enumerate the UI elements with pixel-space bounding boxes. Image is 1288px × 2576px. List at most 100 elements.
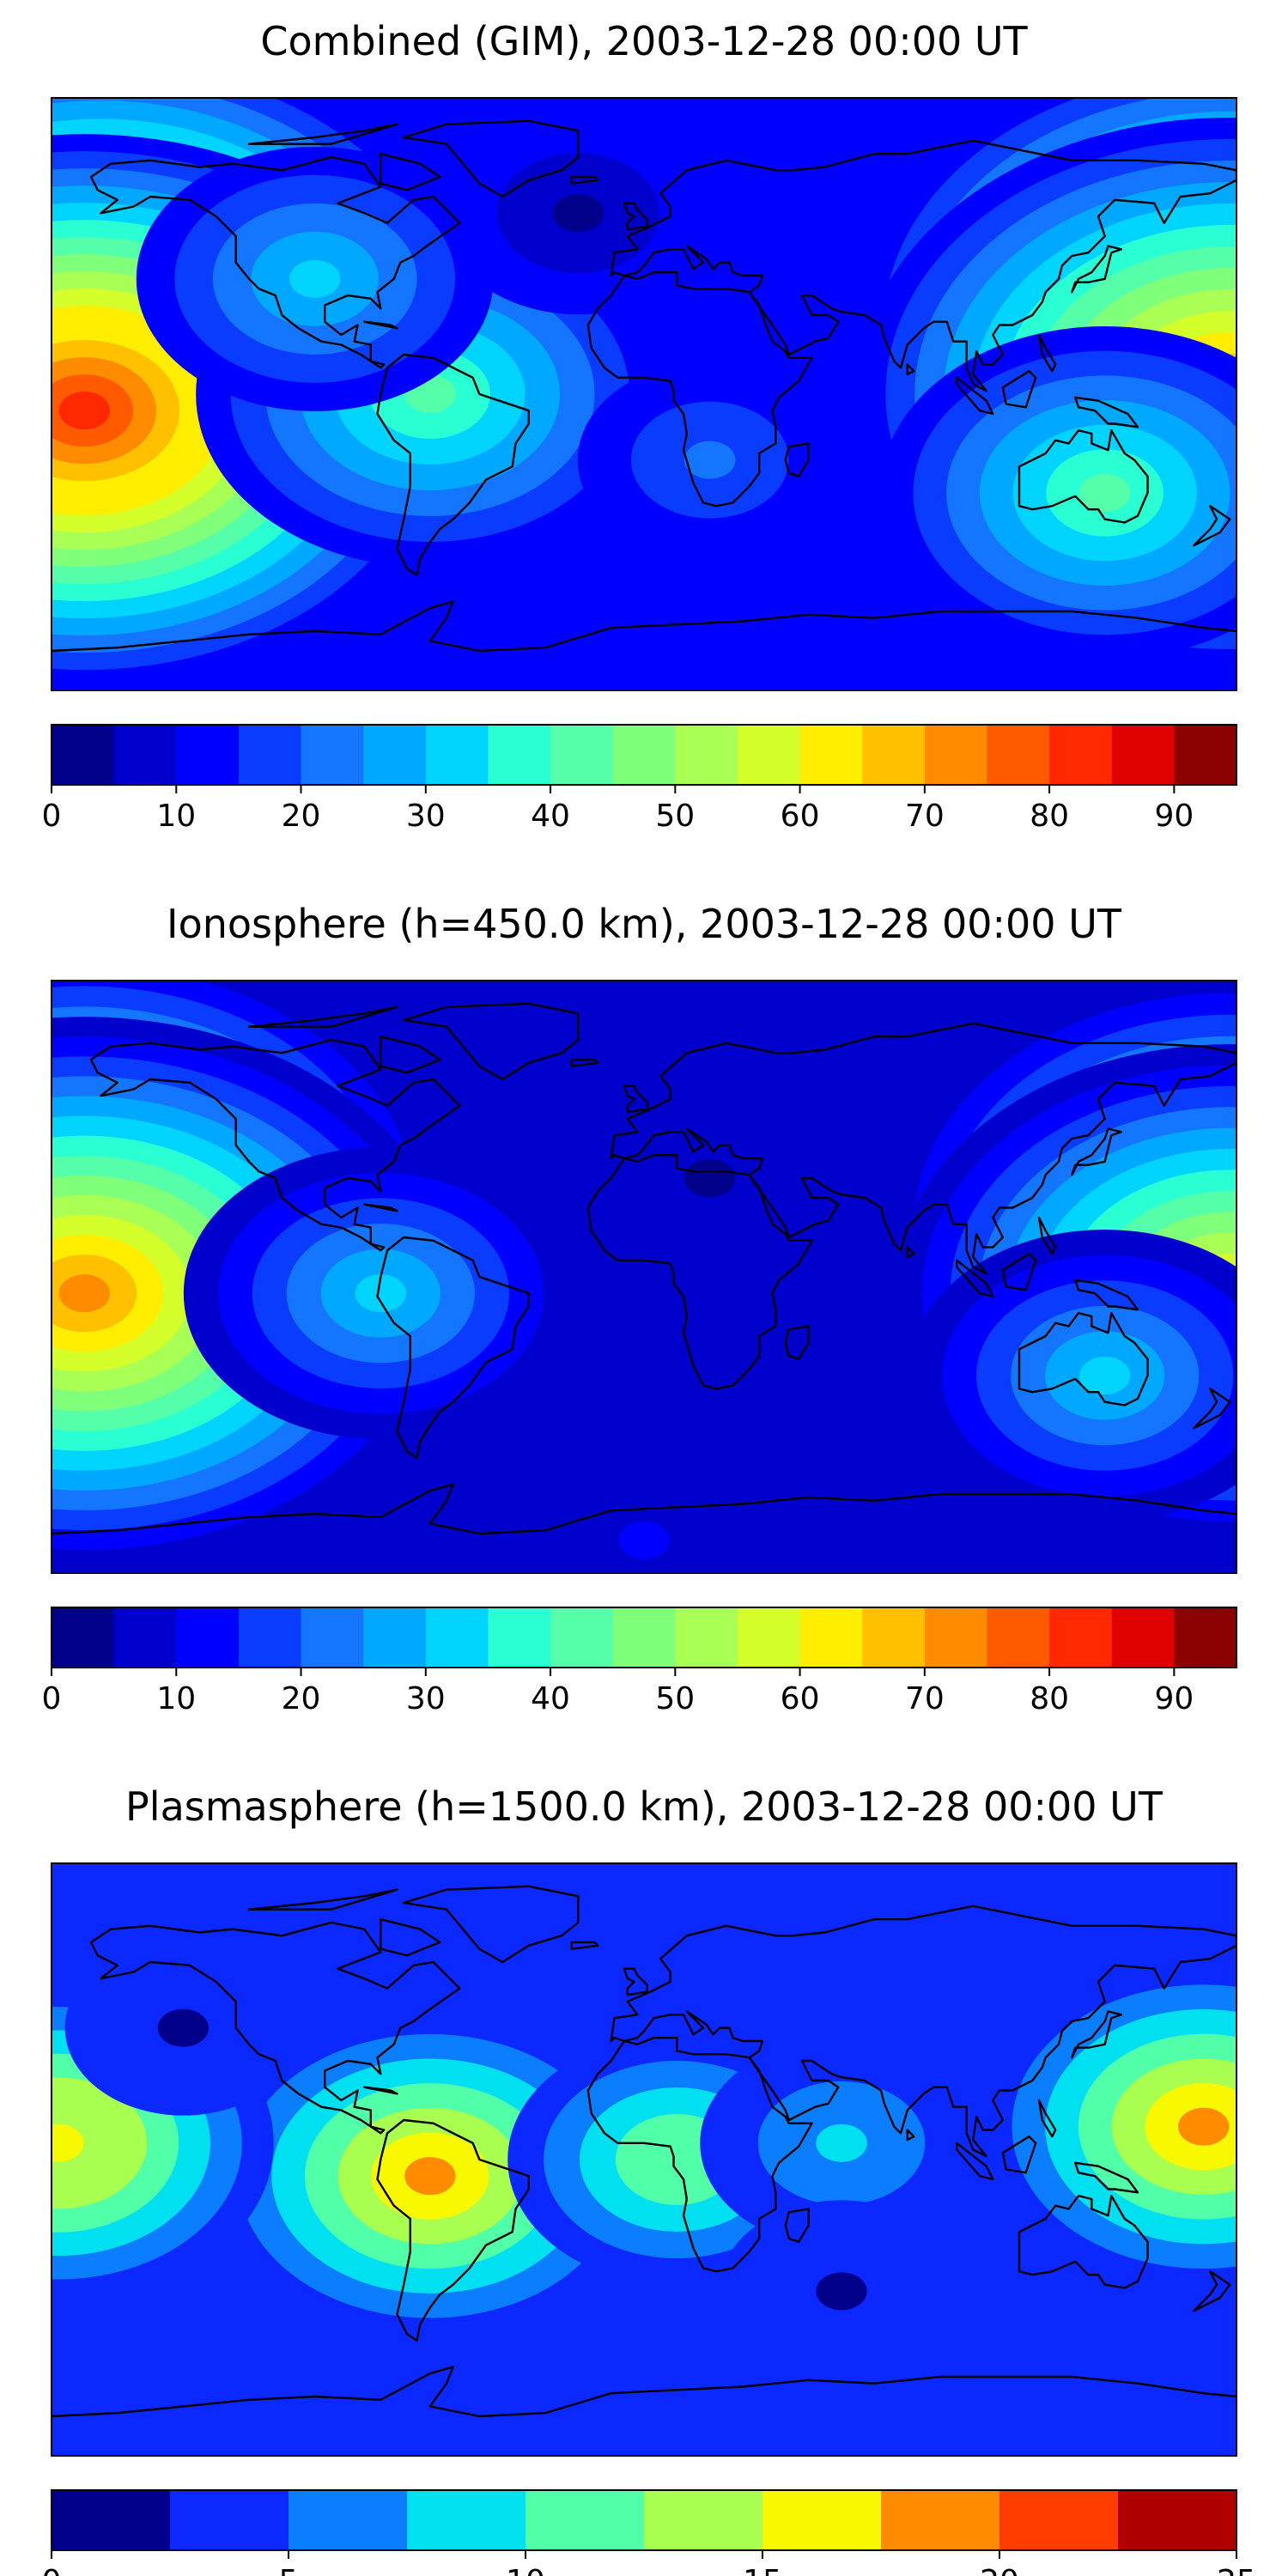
coastline-greenland xyxy=(403,119,580,198)
coastline-baffin xyxy=(380,1035,441,1074)
contour-region xyxy=(683,440,736,479)
colorbar-tick-label: 40 xyxy=(531,799,570,834)
contour-region xyxy=(157,2008,210,2047)
coastline-cuba xyxy=(363,320,398,330)
coastline-new-zealand xyxy=(1192,1388,1231,1430)
coastline-north-america xyxy=(89,1038,461,1252)
colorbar-segment xyxy=(407,2490,526,2550)
coastline-madagascar xyxy=(784,442,810,477)
colorbar-segment xyxy=(52,725,115,785)
colorbar-tick-label: 0 xyxy=(42,2564,62,2576)
colorbar-segment xyxy=(762,2490,882,2550)
colorbar-tick-label: 30 xyxy=(406,799,446,834)
contour-region xyxy=(683,1159,736,1197)
coastline-sumatra xyxy=(955,1259,994,1298)
coastline-britain xyxy=(623,1084,648,1114)
coastline-new-zealand xyxy=(1192,2270,1231,2312)
coastline-new-guinea xyxy=(1073,1279,1139,1311)
contour-region xyxy=(1078,1357,1131,1394)
colorbar-segment xyxy=(999,2490,1119,2550)
colorbar-tick-label: 60 xyxy=(781,799,820,834)
coastline-eurasia xyxy=(610,139,1236,392)
colorbar-segment xyxy=(987,1607,1050,1668)
coastline-antarctica xyxy=(52,600,1236,653)
coastline-philippines xyxy=(1037,333,1057,373)
colorbar-segment xyxy=(612,1607,676,1668)
colorbar-segment xyxy=(488,725,551,785)
coastline-eurasia xyxy=(610,1022,1236,1275)
field-surface xyxy=(52,98,1236,690)
colorbar-segment xyxy=(363,1607,427,1668)
colorbar-segment xyxy=(176,1607,240,1668)
coastline-arctic-islands xyxy=(247,1005,398,1028)
colorbar-segment xyxy=(526,2490,645,2550)
colorbar-tick-label: 70 xyxy=(905,1681,945,1716)
colorbar-segment xyxy=(113,725,177,785)
coastline-madagascar xyxy=(784,1325,810,1360)
coastline-baffin xyxy=(380,152,441,191)
colorbar-tick-label: 20 xyxy=(282,799,321,834)
contour-region xyxy=(58,1274,111,1313)
colorbar-tick-label: 30 xyxy=(406,1681,446,1716)
coastline-arctic-islands xyxy=(247,1888,398,1911)
colorbar-segment xyxy=(238,725,302,785)
colorbar-segment xyxy=(550,1607,614,1668)
colorbar-segment xyxy=(799,725,863,785)
colorbar-tick-label: 10 xyxy=(156,799,196,834)
colorbar-segment xyxy=(170,2490,289,2550)
colorbar-tick-label: 0 xyxy=(42,1681,62,1716)
coastline-britain xyxy=(623,1967,648,1996)
colorbar-segment xyxy=(425,1607,489,1668)
coastline-cuba xyxy=(363,2086,398,2095)
coastline-new-guinea xyxy=(1073,396,1139,428)
panel-3-title: Plasmasphere (h=1500.0 km), 2003-12-28 0… xyxy=(125,1783,1163,1830)
coastline-cuba xyxy=(363,1203,398,1212)
colorbar-tick-label: 10 xyxy=(506,2564,545,2576)
colorbar-frame xyxy=(51,724,1237,786)
coastline-africa xyxy=(586,270,813,507)
coastline-baffin xyxy=(380,1917,441,1957)
coastline-iceland xyxy=(570,175,599,185)
colorbar-segment xyxy=(289,2490,408,2550)
coastline-japan xyxy=(1071,2010,1123,2059)
coastline-japan xyxy=(1071,1127,1123,1176)
contour-region xyxy=(58,392,111,430)
colorbar-frame xyxy=(51,2489,1237,2551)
colorbar-segment xyxy=(113,1607,177,1668)
coastline-north-america xyxy=(89,1921,461,2135)
coastline-sri-lanka xyxy=(906,1246,915,1259)
colorbar-segment xyxy=(1174,1607,1237,1668)
coastline-madagascar xyxy=(784,2208,810,2243)
colorbar-tick-label: 80 xyxy=(1030,799,1069,834)
contour-region xyxy=(750,1340,802,1378)
contour-region xyxy=(552,194,605,233)
map-panel-1 xyxy=(51,97,1237,691)
coastline-borneo xyxy=(1001,2136,1037,2174)
colorbar-tick-label: 25 xyxy=(1217,2564,1256,2576)
coastline-australia xyxy=(1018,429,1149,524)
colorbar-segment xyxy=(301,1607,364,1668)
colorbar-segment xyxy=(1111,725,1175,785)
coastline-sri-lanka xyxy=(906,363,915,376)
coastline-australia xyxy=(1018,2195,1149,2289)
field-surface xyxy=(52,1863,1236,2456)
colorbar-segment xyxy=(612,725,676,785)
coastline-south-america xyxy=(376,353,530,576)
colorbar-panel-3: 0 5 10 15 20 25 xyxy=(42,2489,1256,2576)
coastline-south-america xyxy=(376,2118,530,2342)
colorbar-tick-label: 15 xyxy=(743,2564,782,2576)
colorbar-segment xyxy=(550,725,614,785)
colorbar-segment xyxy=(862,725,926,785)
panel-2-title: Ionosphere (h=450.0 km), 2003-12-28 00:0… xyxy=(167,901,1121,947)
coastline-sri-lanka xyxy=(906,2129,915,2142)
contour-region xyxy=(651,2141,703,2178)
coastline-africa xyxy=(586,1153,813,1390)
colorbar-segment xyxy=(1174,725,1237,785)
coastline-philippines xyxy=(1037,1216,1057,1255)
coastline-greenland xyxy=(403,1885,580,1964)
colorbar-tick-label: 10 xyxy=(156,1681,196,1716)
colorbar-tick-label: 50 xyxy=(655,1681,695,1716)
colorbar-segment xyxy=(363,725,427,785)
